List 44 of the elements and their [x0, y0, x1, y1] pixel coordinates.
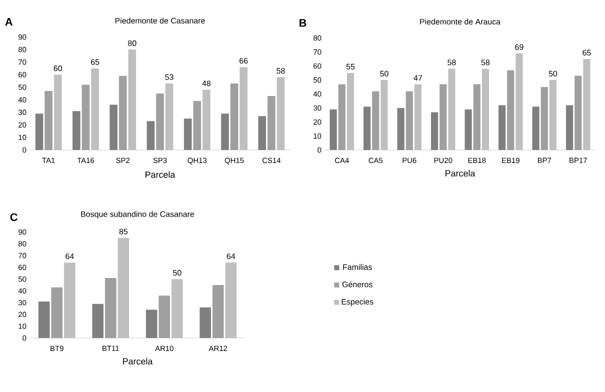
bar: [440, 84, 447, 150]
bar: [92, 304, 104, 338]
bar: [507, 70, 514, 150]
bar: [338, 84, 346, 150]
bar: [104, 278, 116, 338]
bar: [146, 121, 155, 150]
bar: [158, 296, 170, 338]
bar: [200, 307, 211, 338]
bar: [574, 76, 582, 150]
bar: [268, 96, 276, 150]
bar: [363, 106, 371, 150]
bar: [566, 105, 574, 150]
text: C: [10, 213, 18, 222]
bar: [532, 106, 540, 150]
bar: [498, 105, 506, 150]
bar: [473, 84, 480, 150]
bar: [110, 104, 118, 150]
bar: [230, 83, 238, 150]
bar: [397, 108, 404, 150]
bar: [464, 109, 472, 150]
text: B: [300, 19, 306, 27]
bar: [372, 91, 380, 150]
bar: [221, 114, 229, 150]
bar: [330, 109, 337, 150]
bar: [35, 114, 44, 150]
bar: [82, 84, 90, 150]
bar: [212, 285, 224, 338]
bar: [430, 112, 438, 150]
bar: [258, 116, 266, 150]
bar: [193, 101, 202, 150]
x-axis-title: Parcela: [146, 171, 176, 178]
bar: [184, 118, 192, 150]
bar: [72, 111, 80, 150]
bar: [51, 287, 63, 338]
bar: [118, 76, 127, 150]
bar: [156, 94, 164, 150]
bar: [540, 87, 548, 150]
x-axis-title: Parcela: [123, 358, 153, 364]
text: A: [5, 18, 13, 26]
bar: [146, 310, 158, 338]
bar: [38, 301, 50, 338]
x-axis-title: Parcela: [446, 170, 476, 176]
bar: [406, 91, 413, 150]
bar: [44, 90, 52, 150]
